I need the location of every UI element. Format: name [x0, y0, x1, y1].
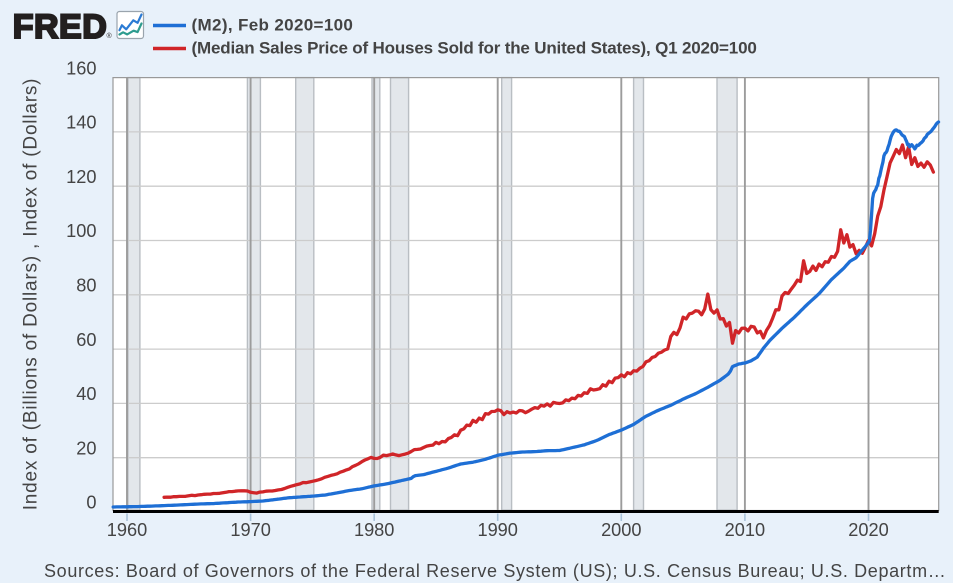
svg-text:(Median Sales Price of Houses: (Median Sales Price of Houses Sold for t…	[192, 39, 757, 58]
svg-text:2010: 2010	[725, 520, 765, 540]
svg-text:0: 0	[86, 493, 96, 513]
svg-text:1980: 1980	[354, 520, 394, 540]
svg-text:100: 100	[66, 221, 96, 241]
svg-text:140: 140	[66, 113, 96, 133]
svg-text:1970: 1970	[230, 520, 270, 540]
svg-text:120: 120	[66, 167, 96, 187]
svg-text:Index of (Billions of Dollars): Index of (Billions of Dollars) , Index o…	[21, 78, 42, 511]
svg-text:1960: 1960	[107, 520, 147, 540]
svg-text:1990: 1990	[477, 520, 517, 540]
svg-text:2020: 2020	[848, 520, 888, 540]
svg-text:®: ®	[107, 32, 113, 40]
svg-text:Sources: Board of Governors of: Sources: Board of Governors of the Feder…	[44, 561, 946, 581]
svg-text:80: 80	[76, 276, 96, 296]
svg-text:20: 20	[76, 438, 96, 458]
svg-text:60: 60	[76, 330, 96, 350]
svg-text:FRED: FRED	[13, 8, 108, 46]
svg-text:160: 160	[66, 58, 96, 78]
svg-text:(M2), Feb 2020=100: (M2), Feb 2020=100	[192, 16, 354, 35]
svg-text:40: 40	[76, 384, 96, 404]
svg-text:2000: 2000	[601, 520, 641, 540]
